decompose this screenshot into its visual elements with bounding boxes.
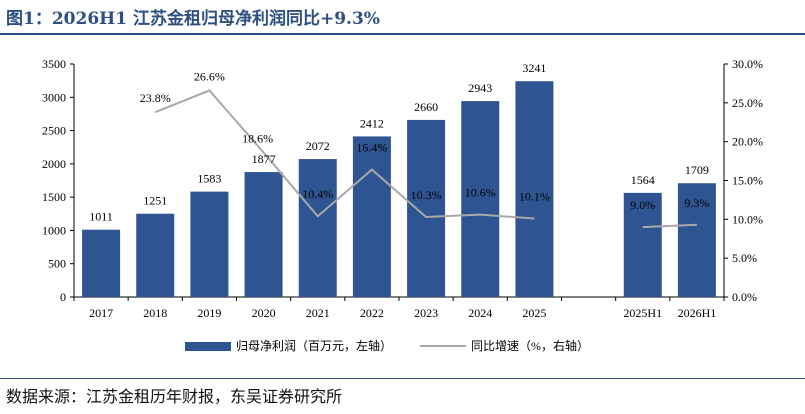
- bar-value-label: 1011: [89, 210, 113, 224]
- bar: [298, 159, 337, 297]
- growth-line: [642, 223, 697, 229]
- y-left-tick-label: 3000: [42, 90, 66, 104]
- x-tick-label: 2025H1: [623, 306, 662, 320]
- source-rule: [0, 378, 805, 379]
- chart-title: 图1：2026H1 江苏金租归母净利润同比+9.3%: [6, 9, 380, 29]
- y-left-tick-label: 2000: [42, 157, 66, 171]
- growth-value-label: 10.3%: [411, 188, 442, 202]
- bar: [677, 183, 716, 297]
- y-left-tick-label: 3500: [42, 57, 66, 71]
- x-tick-label: 2022: [360, 306, 384, 320]
- bar-value-label: 2072: [306, 139, 330, 153]
- bar-value-label: 1583: [197, 172, 221, 186]
- legend-swatch-bar: [185, 342, 231, 351]
- bar: [461, 101, 500, 297]
- y-left-tick-label: 2500: [42, 124, 66, 138]
- bar-value-label: 3241: [522, 61, 546, 75]
- growth-value-label: 10.6%: [465, 186, 496, 200]
- bar-value-label: 1709: [685, 163, 709, 177]
- bar: [244, 172, 283, 297]
- bar-value-label: 1877: [252, 152, 276, 166]
- bar-value-label: 2660: [414, 100, 438, 114]
- source-note: 数据来源：江苏金租历年财报，东吴证券研究所: [6, 387, 343, 406]
- y-right-tick-label: 10.0%: [732, 212, 763, 226]
- y-right-tick-label: 25.0%: [732, 96, 763, 110]
- growth-value-label: 26.6%: [194, 69, 225, 83]
- growth-value-label: 23.8%: [140, 91, 171, 105]
- growth-value-label: 18.6%: [242, 132, 273, 146]
- x-tick-label: 2018: [143, 306, 167, 320]
- x-tick-label: 2025: [522, 306, 546, 320]
- title-rule: [0, 33, 805, 35]
- x-tick-label: 2020: [252, 306, 276, 320]
- bar: [515, 81, 554, 297]
- x-tick-label: 2021: [306, 306, 330, 320]
- bar-value-label: 2412: [360, 116, 384, 130]
- growth-value-label: 9.3%: [684, 196, 709, 210]
- growth-value-label: 16.4%: [356, 141, 387, 155]
- x-tick-label: 2024: [468, 306, 492, 320]
- y-left-tick-label: 1500: [42, 190, 66, 204]
- bar-value-label: 2943: [468, 81, 492, 95]
- growth-value-label: 10.1%: [519, 190, 550, 204]
- bar: [136, 213, 175, 297]
- x-tick-label: 2023: [414, 306, 438, 320]
- bar: [352, 136, 391, 297]
- bar-value-label: 1251: [143, 194, 167, 208]
- x-tick-label: 2017: [89, 306, 113, 320]
- growth-line: [154, 89, 535, 220]
- y-left-tick-label: 1000: [42, 223, 66, 237]
- bar: [407, 119, 446, 297]
- bar: [190, 191, 229, 297]
- bar-value-label: 1564: [631, 173, 655, 187]
- x-tick-label: 2019: [197, 306, 221, 320]
- x-tick-label: 2026H1: [678, 306, 717, 320]
- y-right-tick-label: 15.0%: [732, 174, 763, 188]
- y-left-tick-label: 0: [60, 290, 66, 304]
- growth-value-label: 9.0%: [630, 198, 655, 212]
- growth-value-label: 10.4%: [302, 187, 333, 201]
- y-right-tick-label: 5.0%: [732, 251, 757, 265]
- bar: [623, 192, 662, 297]
- legend-label-bar: 归母净利润（百万元，左轴）: [236, 338, 392, 353]
- bar: [82, 229, 121, 297]
- y-right-tick-label: 20.0%: [732, 135, 763, 149]
- y-right-tick-label: 0.0%: [732, 290, 757, 304]
- legend-label-line: 同比增速（%，右轴）: [471, 338, 589, 353]
- y-right-tick-label: 30.0%: [732, 57, 763, 71]
- y-left-tick-label: 500: [48, 257, 66, 271]
